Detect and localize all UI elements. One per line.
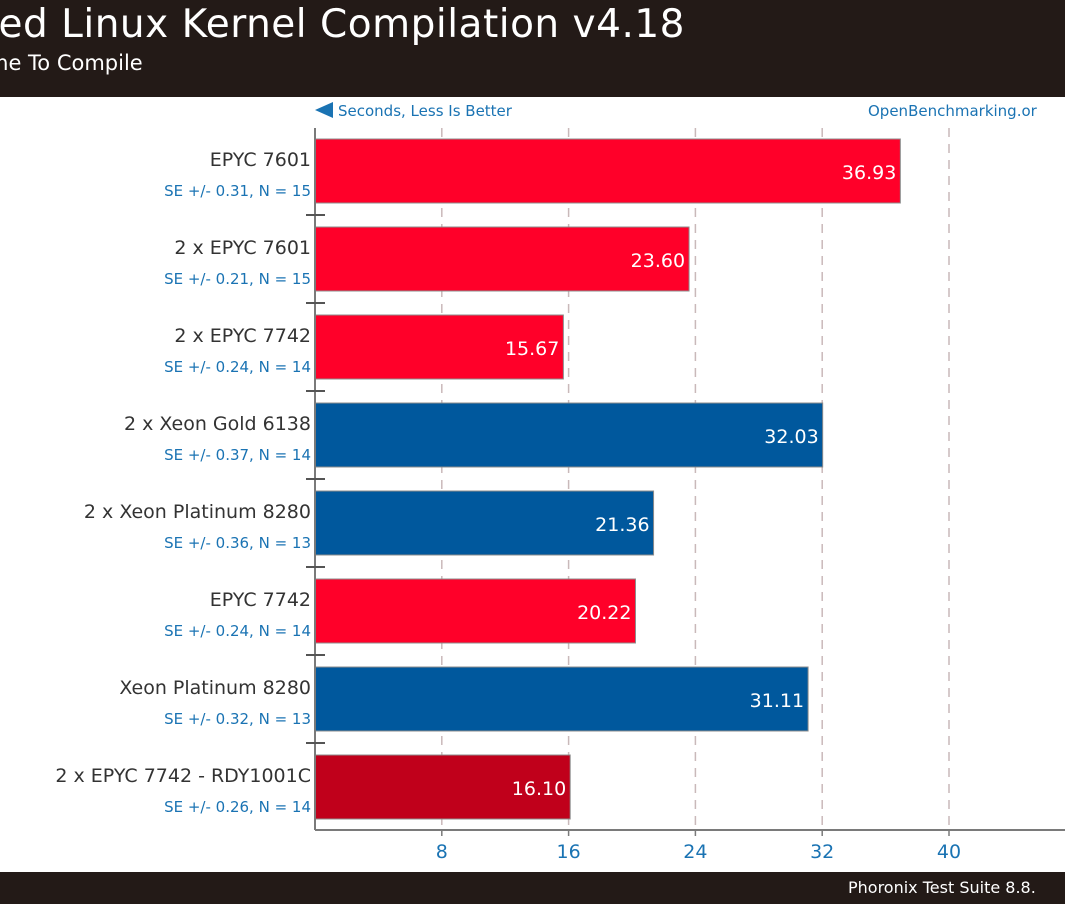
bar bbox=[314, 402, 824, 468]
bar bbox=[314, 754, 571, 820]
x-tick-label: 8 bbox=[436, 841, 448, 863]
bar bbox=[314, 490, 655, 556]
x-tick-label: 32 bbox=[810, 841, 834, 863]
bar-chart: 8 16 24 32 40 36.93 EPYC 7601 SE +/- 0.31, N = … bbox=[55, 102, 1065, 863]
se-label: SE +/- 0.32, N = 13 bbox=[164, 710, 311, 728]
bar-value-label: 21.36 bbox=[595, 514, 649, 536]
bar-value-label: 32.03 bbox=[764, 426, 818, 448]
category-label: 2 x EPYC 7742 bbox=[174, 325, 311, 347]
se-label: SE +/- 0.37, N = 14 bbox=[164, 446, 311, 464]
category-label: Xeon Platinum 8280 bbox=[119, 677, 311, 699]
chart-header: med Linux Kernel Compilation v4.18 me To… bbox=[0, 0, 1065, 97]
se-label: SE +/- 0.24, N = 14 bbox=[164, 358, 311, 376]
chart-footer: Phoronix Test Suite 8.8. bbox=[0, 872, 1065, 904]
bar bbox=[314, 578, 636, 644]
bar bbox=[314, 138, 901, 204]
x-tick-label: 40 bbox=[937, 841, 961, 863]
se-label: SE +/- 0.31, N = 15 bbox=[164, 182, 311, 200]
bar-value-label: 20.22 bbox=[577, 602, 631, 624]
bar-value-label: 16.10 bbox=[512, 778, 566, 800]
chart-title: med Linux Kernel Compilation v4.18 bbox=[0, 2, 685, 47]
bar-value-label: 36.93 bbox=[842, 162, 896, 184]
bar-value-label: 15.67 bbox=[505, 338, 559, 360]
x-tick-label: 24 bbox=[683, 841, 707, 863]
bars bbox=[314, 138, 901, 820]
category-label: EPYC 7601 bbox=[210, 149, 311, 171]
se-label: SE +/- 0.36, N = 13 bbox=[164, 534, 311, 552]
bar bbox=[314, 226, 690, 292]
direction-label: Seconds, Less Is Better bbox=[338, 102, 513, 120]
bar bbox=[314, 314, 564, 380]
se-label: SE +/- 0.21, N = 15 bbox=[164, 270, 311, 288]
bar-value-label: 31.11 bbox=[750, 690, 804, 712]
direction-arrow-icon bbox=[315, 102, 333, 118]
category-label: 2 x EPYC 7742 - RDY1001C bbox=[55, 765, 311, 787]
category-label: 2 x Xeon Gold 6138 bbox=[124, 413, 311, 435]
category-label: 2 x Xeon Platinum 8280 bbox=[84, 501, 311, 523]
se-label: SE +/- 0.24, N = 14 bbox=[164, 622, 311, 640]
se-label: SE +/- 0.26, N = 14 bbox=[164, 798, 311, 816]
x-tick-label: 16 bbox=[557, 841, 581, 863]
bar-value-label: 23.60 bbox=[631, 250, 685, 272]
chart-subtitle: me To Compile bbox=[0, 51, 143, 75]
watermark: OpenBenchmarking.or bbox=[868, 102, 1038, 120]
category-label: 2 x EPYC 7601 bbox=[174, 237, 311, 259]
axes bbox=[306, 128, 1065, 836]
labels: 8 16 24 32 40 36.93 EPYC 7601 SE +/- 0.31, N = … bbox=[55, 149, 961, 863]
category-label: EPYC 7742 bbox=[210, 589, 311, 611]
bar bbox=[314, 666, 809, 732]
footer-text: Phoronix Test Suite 8.8. bbox=[848, 878, 1036, 897]
